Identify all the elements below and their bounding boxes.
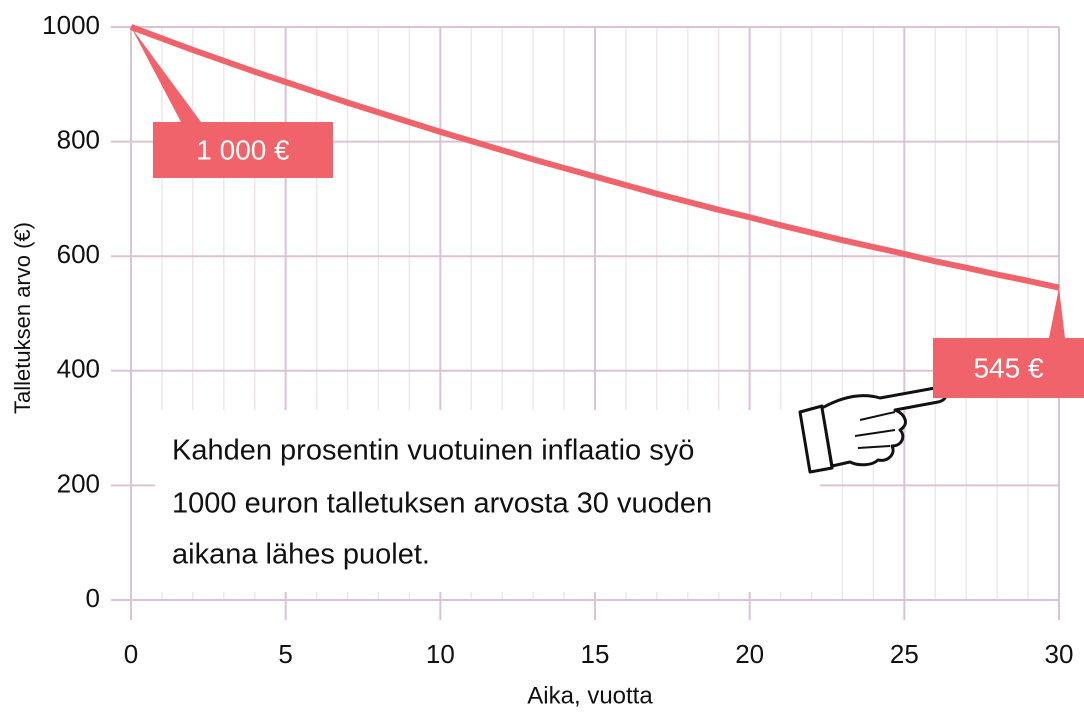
y-tick-label: 1000 [42, 10, 100, 40]
x-tick-label: 0 [124, 639, 138, 669]
callout-pointer [131, 27, 201, 122]
y-axis-label: Talletuksen arvo (€) [10, 222, 35, 414]
annotation-line: 1000 euron talletuksen arvosta 30 vuoden [172, 488, 712, 520]
data-label: 1 000 € [196, 134, 290, 165]
y-tick-label: 200 [57, 468, 100, 498]
annotation-box [155, 410, 820, 592]
data-line [129, 24, 1060, 291]
y-tick-label: 0 [86, 583, 100, 613]
x-tick-label: 5 [278, 639, 292, 669]
y-tick-label: 600 [57, 239, 100, 269]
callout-pointer [1049, 287, 1065, 338]
y-tick-label: 800 [57, 124, 100, 154]
callout-box [933, 338, 1084, 398]
callout-box [153, 122, 333, 178]
x-tick-label: 20 [735, 639, 764, 669]
pointing-hand [798, 386, 948, 474]
x-tick-label: 25 [890, 639, 919, 669]
annotation-line: Kahden prosentin vuotuinen inflaatio syö [172, 435, 694, 467]
y-tick-label: 400 [57, 354, 100, 384]
data-label: 545 € [973, 352, 1043, 383]
x-axis-label: Aika, vuotta [527, 682, 653, 709]
marks [129, 24, 1060, 291]
x-tick-label: 15 [581, 639, 610, 669]
annotation-line: aikana lähes puolet. [172, 539, 430, 571]
x-tick-label: 30 [1045, 639, 1074, 669]
x-tick-label: 10 [426, 639, 455, 669]
